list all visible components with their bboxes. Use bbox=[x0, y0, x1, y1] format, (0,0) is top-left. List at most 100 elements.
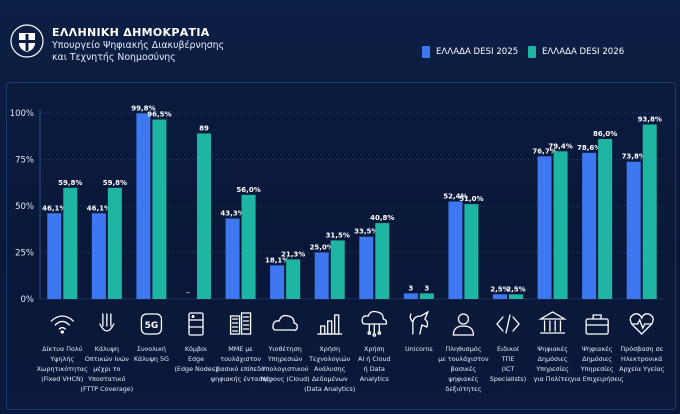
bar-2026 bbox=[63, 187, 78, 299]
bar-2025 bbox=[582, 152, 597, 299]
category-label: Υψηλής bbox=[49, 355, 74, 363]
bar-2025 bbox=[91, 213, 106, 299]
data-label: 59,8% bbox=[103, 179, 127, 187]
bar-2025 bbox=[314, 252, 329, 299]
category-label: Δημόσιες bbox=[582, 355, 612, 363]
legend-item-2025: ΕΛΛΑΔΑ DESI 2025 bbox=[422, 46, 518, 58]
data-label: 21,3% bbox=[281, 250, 305, 258]
category-label: Υπηρεσιών bbox=[267, 355, 303, 363]
category-label: Ανάλυσης bbox=[314, 365, 346, 373]
category-label: Υπολογιστικού bbox=[261, 365, 309, 373]
server-icon bbox=[188, 312, 204, 336]
bar-2026 bbox=[598, 139, 613, 299]
ai-cloud-icon bbox=[361, 310, 388, 337]
bar-2026 bbox=[286, 259, 301, 299]
category-label: (FTTP Coverage) bbox=[80, 385, 133, 393]
category-label: Κόμβοι bbox=[185, 345, 207, 353]
data-label: 99,8% bbox=[131, 104, 155, 112]
health-icon bbox=[629, 313, 654, 335]
svg-text:5G: 5G bbox=[145, 321, 159, 331]
category-label: Οπτικών Ινών bbox=[85, 355, 129, 363]
data-label: 96,5% bbox=[147, 111, 171, 119]
briefcase-icon bbox=[585, 314, 609, 335]
5g-icon: 5G bbox=[140, 313, 163, 335]
person-icon bbox=[452, 313, 475, 336]
bar-2026 bbox=[464, 204, 479, 299]
data-label: 73,8% bbox=[622, 153, 646, 161]
data-label: 3 bbox=[424, 284, 429, 292]
data-label: 56,0% bbox=[236, 186, 260, 194]
category-label: με τουλάχιστον bbox=[438, 355, 489, 363]
category-label: Χρήση bbox=[319, 345, 340, 353]
bar-2025 bbox=[225, 218, 240, 299]
category-label: ΤΠΕ bbox=[501, 355, 515, 363]
unicorn-icon bbox=[409, 310, 430, 335]
greek-emblem-icon bbox=[10, 24, 44, 58]
bar-2025 bbox=[403, 293, 418, 299]
bar-2026 bbox=[509, 294, 523, 299]
y-tick-label: 50% bbox=[15, 202, 34, 212]
data-label: 2,5% bbox=[490, 285, 509, 293]
category-label: ψηφιακές bbox=[449, 375, 479, 383]
category-label: Edge bbox=[188, 355, 204, 363]
data-label: 52,4% bbox=[443, 193, 467, 201]
category-label: Υιοθέτηση bbox=[267, 345, 301, 353]
category-label: Ηλεκτρονικά bbox=[621, 355, 662, 363]
ministry-line-1: Υπουργείο Ψηφιακής Διακυβέρνησης bbox=[52, 40, 225, 51]
data-label: 46,1% bbox=[42, 204, 66, 212]
category-label: Ψηφιακές bbox=[582, 345, 613, 353]
category-label: (Data Analytics) bbox=[304, 385, 355, 393]
category-label: για Πολίτες bbox=[534, 375, 572, 383]
data-label: 25,0% bbox=[310, 244, 334, 252]
data-label: 43,3% bbox=[220, 209, 244, 217]
ministry-line-2: και Τεχνητής Νοημοσύνης bbox=[52, 52, 176, 63]
data-label: 31,5% bbox=[326, 231, 350, 239]
category-label: ή Data bbox=[364, 365, 385, 373]
category-label: δεξιότητες bbox=[445, 385, 481, 393]
bar-2025 bbox=[270, 265, 285, 299]
category-label: Δίκτυα Πολύ bbox=[42, 345, 83, 353]
category-label: Analytics bbox=[360, 375, 390, 383]
category-label: τουλάχιστον bbox=[220, 355, 261, 363]
bar-2026 bbox=[152, 119, 167, 299]
data-label: 86,0% bbox=[593, 130, 617, 138]
y-tick-label: 75% bbox=[15, 156, 34, 166]
category-label: ψηφιακής έντασης bbox=[211, 375, 271, 383]
data-label: 79,4% bbox=[548, 142, 572, 150]
data-label: 51,0% bbox=[459, 195, 483, 203]
category-label: Υποστατικό bbox=[87, 375, 126, 383]
bar-2026 bbox=[107, 187, 122, 299]
bar-2026 bbox=[375, 223, 390, 299]
country-title: ΕΛΛΗΝΙΚΗ ΔΗΜΟΚΡΑΤΙΑ bbox=[52, 26, 210, 39]
category-label: Πληθυσμός bbox=[445, 345, 481, 353]
bar-2025 bbox=[626, 161, 641, 299]
wifi-icon bbox=[50, 315, 74, 334]
bar-2026 bbox=[330, 240, 345, 299]
category-label: Ψηφιακές bbox=[537, 345, 568, 353]
bar-2025 bbox=[448, 201, 463, 299]
legend-item-2026: ΕΛΛΑΔΑ DESI 2026 bbox=[528, 46, 624, 58]
fiber-icon bbox=[99, 313, 115, 332]
bar-chart-icon bbox=[317, 314, 343, 335]
header: ΕΛΛΗΝΙΚΗ ΔΗΜΟΚΡΑΤΙΑ Υπουργείο Ψηφιακής Δ… bbox=[0, 0, 680, 78]
category-label: μέχρι το bbox=[93, 365, 120, 373]
category-label: (ICT bbox=[502, 365, 515, 373]
category-label: Συνολική bbox=[137, 345, 166, 353]
bar-2025 bbox=[537, 156, 552, 299]
category-label: ΜΜΕ με bbox=[228, 345, 253, 353]
category-label: βασικό επίπεδο bbox=[216, 365, 265, 373]
category-label: Specialists) bbox=[490, 375, 526, 383]
category-label: Δεδομένων bbox=[312, 375, 348, 383]
category-label: Χρήση bbox=[364, 345, 385, 353]
category-label: για Επιχειρήσεις bbox=[571, 375, 624, 383]
category-label: Κάλυψη bbox=[95, 345, 119, 353]
category-label: Τεχνολογιών bbox=[308, 355, 351, 363]
data-label: 33,5% bbox=[354, 228, 378, 236]
code-icon bbox=[496, 314, 520, 334]
category-label: Δημόσιες bbox=[538, 355, 568, 363]
category-label: Υπηρεσίες bbox=[535, 365, 569, 373]
bar-2026 bbox=[197, 133, 211, 299]
data-label: 18,1% bbox=[265, 256, 289, 264]
data-label: 89 bbox=[199, 124, 209, 132]
